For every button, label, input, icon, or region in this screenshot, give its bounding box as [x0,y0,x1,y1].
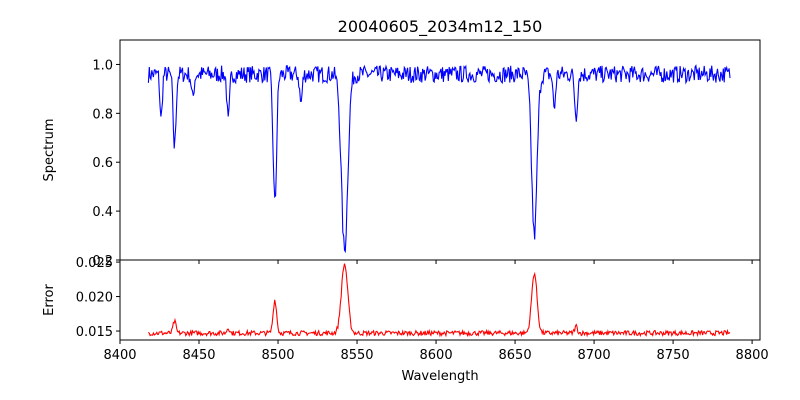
spectrum-y-tick-label: 0.4 [92,205,113,220]
x-tick-label: 8650 [499,348,532,363]
error-y-axis-label: Error [42,284,57,316]
spectrum-panel: 0.2 0.4 0.6 0.8 1.0 Spectrum [42,39,761,269]
spectrum-y-axis-label: Spectrum [42,119,57,182]
error-series-line [147,263,731,338]
spectrum-y-tick-label: 1.0 [92,58,113,73]
error-y-ticks: 0.015 0.020 0.025 [76,256,120,340]
spectrum-y-ticks: 0.2 0.4 0.6 0.8 1.0 [92,58,120,269]
spectrum-y-tick-label: 0.8 [92,107,113,122]
spectrum-y-tick-label: 0.2 [92,254,113,269]
x-tick-label: 8400 [103,348,136,363]
x-tick-label: 8700 [578,348,611,363]
error-y-tick-label: 0.020 [76,291,113,306]
error-panel: 0.015 0.020 0.025 8400 8450 8500 8550 8600 8650… [42,256,769,384]
error-y-tick-label: 0.025 [76,256,113,271]
chart-title: 20040605_2034m12_150 [338,17,543,37]
spectrum-x-ticks [119,260,753,264]
error-plot-frame [119,259,761,341]
x-tick-label: 8600 [420,348,453,363]
spectrum-series-line [147,64,731,254]
x-axis-label: Wavelength [401,369,478,384]
x-tick-label: 8500 [261,348,294,363]
error-y-tick-label: 0.015 [76,325,113,340]
x-tick-label: 8800 [736,348,769,363]
x-tick-label: 8450 [182,348,215,363]
error-x-ticks: 8400 8450 8500 8550 8600 8650 8700 8750 8800 [103,340,769,363]
spectrum-y-tick-label: 0.6 [92,156,113,171]
x-tick-label: 8550 [340,348,373,363]
x-tick-label: 8750 [657,348,690,363]
